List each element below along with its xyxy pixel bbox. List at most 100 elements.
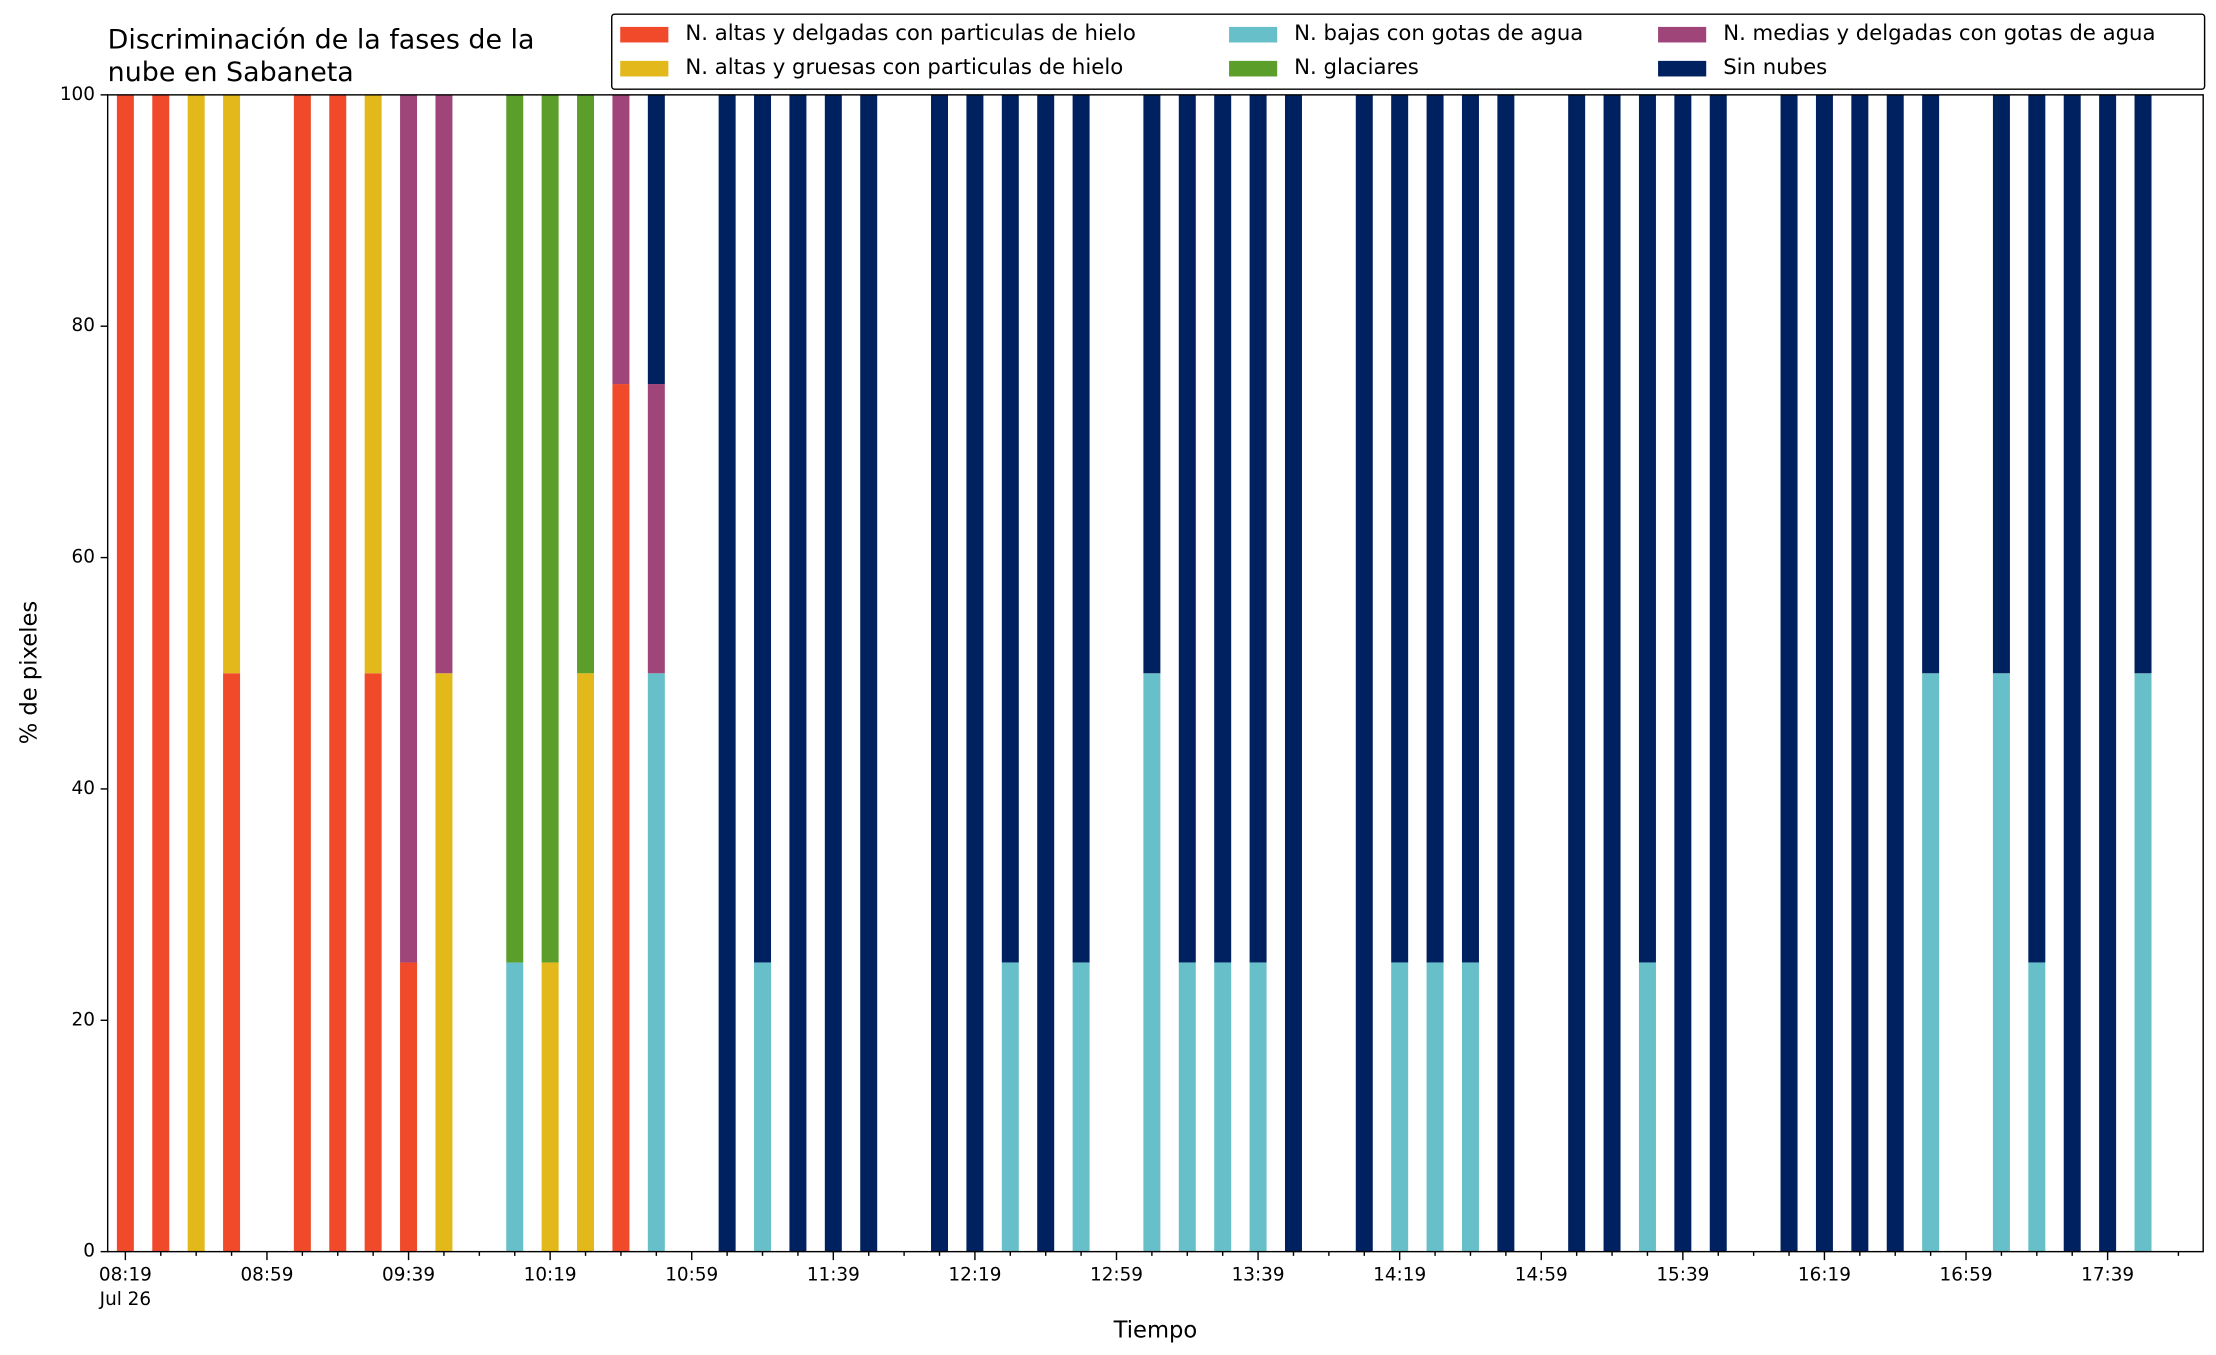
bar-segment bbox=[541, 94, 559, 963]
bar-segment bbox=[435, 94, 453, 674]
bar-segment bbox=[116, 94, 134, 1252]
chart-title: nube en Sabaneta bbox=[108, 57, 354, 88]
bar-segment bbox=[1072, 94, 1090, 963]
bar-segment bbox=[1709, 94, 1727, 1252]
bar-segment bbox=[2099, 94, 2117, 1252]
bar-segment bbox=[2028, 94, 2046, 963]
bar-segment bbox=[1922, 673, 1940, 1252]
bar-segment bbox=[1249, 962, 1267, 1252]
x-tick-label: 14:59 bbox=[1515, 1265, 1568, 1286]
bar-segment bbox=[1497, 94, 1515, 1252]
bar-segment bbox=[824, 94, 842, 1252]
x-tick-label: 16:19 bbox=[1798, 1265, 1851, 1286]
bar-segment bbox=[1922, 94, 1940, 674]
y-tick-label: 0 bbox=[83, 1241, 95, 1262]
bar-segment bbox=[931, 94, 949, 1252]
legend-swatch bbox=[1229, 60, 1278, 77]
bar-segment bbox=[860, 94, 878, 1252]
x-axis-label: Tiempo bbox=[1113, 1317, 1198, 1343]
legend-label: N. altas y delgadas con particulas de hi… bbox=[685, 21, 1135, 46]
bar-segment bbox=[506, 94, 524, 963]
bar-segment bbox=[1355, 94, 1373, 1252]
x-tick-label: 11:39 bbox=[807, 1265, 860, 1286]
x-tick-label: 10:59 bbox=[665, 1265, 718, 1286]
bar-segment bbox=[1178, 962, 1196, 1252]
x-tick-label: 08:19 bbox=[99, 1265, 152, 1286]
bar-segment bbox=[789, 94, 807, 1252]
chart-title: Discriminación de la fases de la bbox=[108, 25, 535, 56]
x-tick-label: 09:39 bbox=[382, 1265, 435, 1286]
plot-frame bbox=[106, 94, 2204, 1253]
bar-segment bbox=[1603, 94, 1621, 1252]
bar-segment bbox=[718, 94, 736, 1252]
bar-segment bbox=[1992, 94, 2010, 674]
bar-segment bbox=[647, 94, 665, 385]
bar-segment bbox=[754, 94, 772, 963]
x-tick-label: 17:39 bbox=[2081, 1265, 2134, 1286]
bar-segment bbox=[1426, 94, 1444, 963]
legend-swatch bbox=[620, 60, 669, 77]
bar-segment bbox=[1001, 94, 1019, 963]
x-tick-label: 15:39 bbox=[1656, 1265, 1709, 1286]
y-tick-label: 100 bbox=[60, 84, 95, 105]
bar-segment bbox=[1391, 962, 1409, 1252]
y-tick-label: 20 bbox=[72, 1009, 95, 1030]
bar-segment bbox=[541, 962, 559, 1252]
bar-segment bbox=[2134, 673, 2152, 1252]
legend-swatch bbox=[1658, 26, 1707, 43]
bar-segment bbox=[364, 94, 382, 674]
legend-swatch bbox=[1658, 60, 1707, 77]
bar-segment bbox=[1780, 94, 1798, 1252]
legend-swatch bbox=[620, 26, 669, 43]
bar-segment bbox=[2063, 94, 2081, 1252]
bar-segment bbox=[1674, 94, 1692, 1252]
bar-segment bbox=[1461, 962, 1479, 1252]
x-tick-label: 12:59 bbox=[1090, 1265, 1143, 1286]
bar-segment bbox=[754, 962, 772, 1252]
bar-segment bbox=[1815, 94, 1833, 1252]
y-tick-label: 80 bbox=[72, 315, 95, 336]
legend-box bbox=[611, 13, 2206, 90]
bar-segment bbox=[1001, 962, 1019, 1252]
bar-segment bbox=[647, 673, 665, 1252]
bar-segment bbox=[1992, 673, 2010, 1252]
bar-segment bbox=[2028, 962, 2046, 1252]
legend-swatch bbox=[1229, 26, 1278, 43]
legend-label: N. altas y gruesas con particulas de hie… bbox=[685, 55, 1123, 80]
bar-segment bbox=[612, 384, 630, 1252]
bar-segment bbox=[1214, 94, 1232, 963]
x-tick-label: 13:39 bbox=[1232, 1265, 1285, 1286]
bar-segment bbox=[2134, 94, 2152, 674]
bar-segment bbox=[223, 94, 241, 674]
y-axis-label: % de pixeles bbox=[16, 601, 42, 745]
legend-label: N. glaciares bbox=[1294, 55, 1419, 80]
bar-segment bbox=[506, 962, 524, 1252]
bar-segment bbox=[1851, 94, 1869, 1252]
bar-segment bbox=[1638, 962, 1656, 1252]
bar-segment bbox=[152, 94, 170, 1252]
x-tick-label: 12:19 bbox=[948, 1265, 1001, 1286]
bar-segment bbox=[1143, 673, 1161, 1252]
bar-segment bbox=[435, 673, 453, 1252]
bar-segment bbox=[400, 962, 418, 1252]
x-tick-label: 10:19 bbox=[524, 1265, 577, 1286]
bar-segment bbox=[293, 94, 311, 1252]
bar-segment bbox=[400, 94, 418, 963]
y-tick-label: 40 bbox=[72, 778, 95, 799]
bar-segment bbox=[1214, 962, 1232, 1252]
bar-segment bbox=[1638, 94, 1656, 963]
bar-segment bbox=[1886, 94, 1904, 1252]
bar-segment bbox=[1426, 962, 1444, 1252]
bar-segment bbox=[329, 94, 347, 1252]
bar-segment bbox=[1143, 94, 1161, 674]
y-tick-label: 60 bbox=[72, 547, 95, 568]
bar-segment bbox=[1072, 962, 1090, 1252]
x-tick-label: 14:19 bbox=[1373, 1265, 1426, 1286]
bar-segment bbox=[966, 94, 984, 1252]
legend-label: N. bajas con gotas de agua bbox=[1294, 21, 1583, 46]
bar-segment bbox=[1391, 94, 1409, 963]
bar-segment bbox=[612, 94, 630, 385]
x-tick-sublabel: Jul 26 bbox=[99, 1289, 151, 1310]
legend-label: Sin nubes bbox=[1723, 55, 1827, 80]
bar-segment bbox=[1249, 94, 1267, 963]
